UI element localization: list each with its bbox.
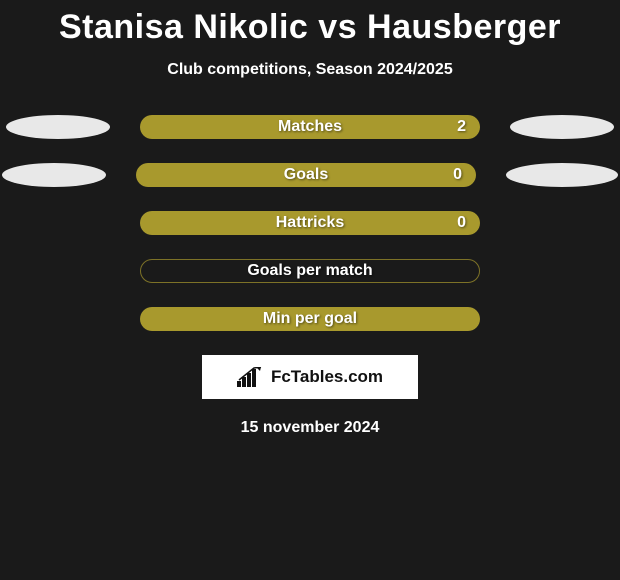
stat-value: 2 [457,118,466,136]
logo-box: FcTables.com [202,355,418,399]
stat-bar: Matches 2 [140,115,480,139]
logo-text: FcTables.com [271,367,383,387]
stat-label: Goals per match [247,262,372,280]
stat-label: Hattricks [276,214,344,232]
ellipse-spacer [510,211,614,235]
footer-date: 15 november 2024 [0,419,620,437]
subtitle: Club competitions, Season 2024/2025 [0,61,620,79]
stat-bar: Goals 0 [136,163,476,187]
stat-row: Goals 0 [0,163,620,187]
stat-bar: Goals per match [140,259,480,283]
fctables-icon [237,367,265,387]
stat-label: Goals [284,166,328,184]
ellipse-spacer [510,259,614,283]
stat-row: Hattricks 0 [0,211,620,235]
page-title: Stanisa Nikolic vs Hausberger [0,8,620,47]
stat-bar: Hattricks 0 [140,211,480,235]
ellipse-spacer [6,307,110,331]
ellipse-spacer [6,211,110,235]
left-ellipse [6,115,110,139]
stat-value: 0 [453,166,462,184]
right-ellipse [506,163,618,187]
stat-row: Min per goal [0,307,620,331]
stats-area: Matches 2 Goals 0 Hattricks 0 Goals per match M… [0,115,620,331]
stat-label: Min per goal [263,310,357,328]
stat-bar: Min per goal [140,307,480,331]
stat-label: Matches [278,118,342,136]
stat-value: 0 [457,214,466,232]
right-ellipse [510,115,614,139]
stat-row: Matches 2 [0,115,620,139]
ellipse-spacer [510,307,614,331]
comparison-container: Stanisa Nikolic vs Hausberger Club compe… [0,0,620,437]
ellipse-spacer [6,259,110,283]
stat-row: Goals per match [0,259,620,283]
left-ellipse [2,163,106,187]
